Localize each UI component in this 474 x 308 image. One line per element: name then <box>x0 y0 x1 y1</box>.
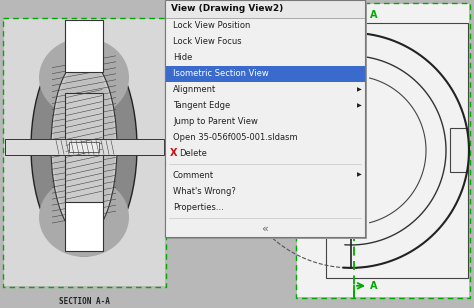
Text: Jump to Parent View: Jump to Parent View <box>173 117 258 126</box>
Text: Tangent Edge: Tangent Edge <box>173 101 230 110</box>
Bar <box>65 199 103 251</box>
Bar <box>297 4 469 297</box>
Bar <box>165 221 365 237</box>
Bar <box>165 66 365 82</box>
Text: ▶: ▶ <box>356 87 361 92</box>
Text: Properties...: Properties... <box>173 203 224 212</box>
Bar <box>165 98 365 114</box>
Bar <box>165 82 365 98</box>
Bar <box>165 183 365 199</box>
Text: «: « <box>262 224 268 234</box>
Bar <box>65 20 103 72</box>
Text: Alignment: Alignment <box>173 85 216 94</box>
Bar <box>167 2 367 239</box>
Bar <box>69 142 99 152</box>
Bar <box>165 167 365 183</box>
Text: A: A <box>370 10 377 20</box>
Bar <box>165 199 365 215</box>
Ellipse shape <box>31 39 137 256</box>
Text: Delete: Delete <box>179 149 207 158</box>
Bar <box>165 50 365 66</box>
Text: What's Wrong?: What's Wrong? <box>173 187 236 196</box>
Bar <box>165 34 365 50</box>
Bar <box>296 3 470 298</box>
Bar <box>165 0 365 237</box>
Bar <box>3 18 166 287</box>
Text: ▶: ▶ <box>356 103 361 108</box>
Text: Comment: Comment <box>173 171 214 180</box>
Ellipse shape <box>39 177 129 257</box>
Bar <box>165 18 365 34</box>
Bar <box>326 23 468 278</box>
Text: Isometric Section View: Isometric Section View <box>173 69 269 78</box>
Bar <box>165 129 365 145</box>
Ellipse shape <box>53 63 115 232</box>
Bar <box>65 93 103 202</box>
Bar <box>165 145 365 161</box>
Text: SECTION A-A: SECTION A-A <box>59 297 109 306</box>
Bar <box>450 128 468 172</box>
Text: ▶: ▶ <box>356 173 361 178</box>
Text: A: A <box>370 281 377 291</box>
Bar <box>165 0 365 237</box>
Bar <box>165 0 365 18</box>
Text: View (Drawing View2): View (Drawing View2) <box>171 4 283 14</box>
Text: Lock View Focus: Lock View Focus <box>173 37 242 46</box>
Ellipse shape <box>39 38 129 117</box>
Text: Open 35-056f005-001.sldasm: Open 35-056f005-001.sldasm <box>173 133 298 142</box>
Bar <box>4 19 165 286</box>
Bar <box>165 114 365 129</box>
Bar <box>5 140 164 155</box>
Text: Hide: Hide <box>173 53 192 62</box>
Ellipse shape <box>51 58 117 237</box>
Text: X: X <box>170 148 177 158</box>
Text: Lock View Position: Lock View Position <box>173 21 250 30</box>
